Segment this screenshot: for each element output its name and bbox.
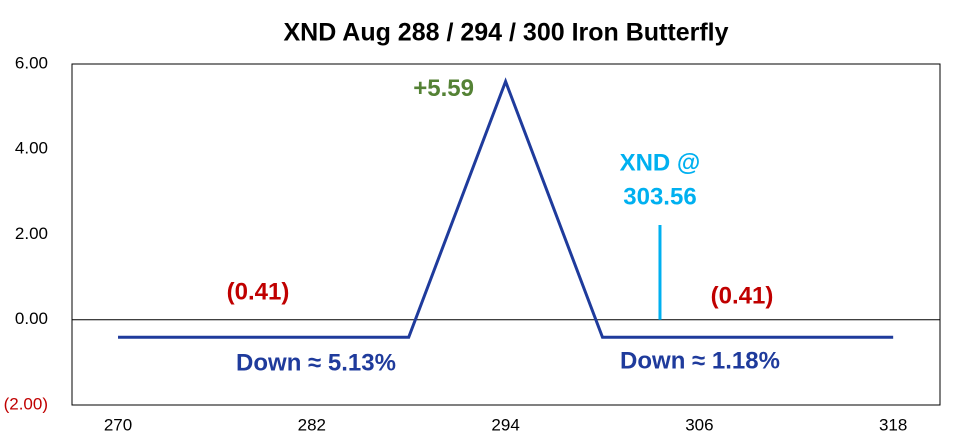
marker-value: 303.56 — [623, 183, 696, 210]
chart-title: XND Aug 288 / 294 / 300 Iron Butterfly — [283, 19, 728, 47]
y-tick-label: 0.00 — [15, 309, 48, 328]
y-tick-label: 6.00 — [15, 53, 48, 72]
payoff-line — [118, 77, 894, 339]
plot-frame — [71, 63, 941, 406]
value-label: +5.59 — [413, 75, 474, 102]
x-tick-label: 306 — [685, 415, 713, 434]
x-tick-label: 318 — [879, 415, 907, 434]
annotation: (0.41) — [227, 278, 290, 305]
annotation: Down ≈ 1.18% — [620, 347, 780, 374]
x-tick-label: 294 — [491, 415, 519, 434]
annotation: Down ≈ 5.13% — [236, 349, 396, 376]
marker-label: XND @ — [620, 149, 701, 176]
annotation: (0.41) — [711, 282, 774, 309]
x-tick-label: 282 — [298, 415, 326, 434]
y-tick-label: 4.00 — [15, 139, 48, 158]
y-tick-label: (2.00) — [4, 394, 48, 413]
x-tick-label: 270 — [104, 415, 132, 434]
y-tick-label: 2.00 — [15, 224, 48, 243]
